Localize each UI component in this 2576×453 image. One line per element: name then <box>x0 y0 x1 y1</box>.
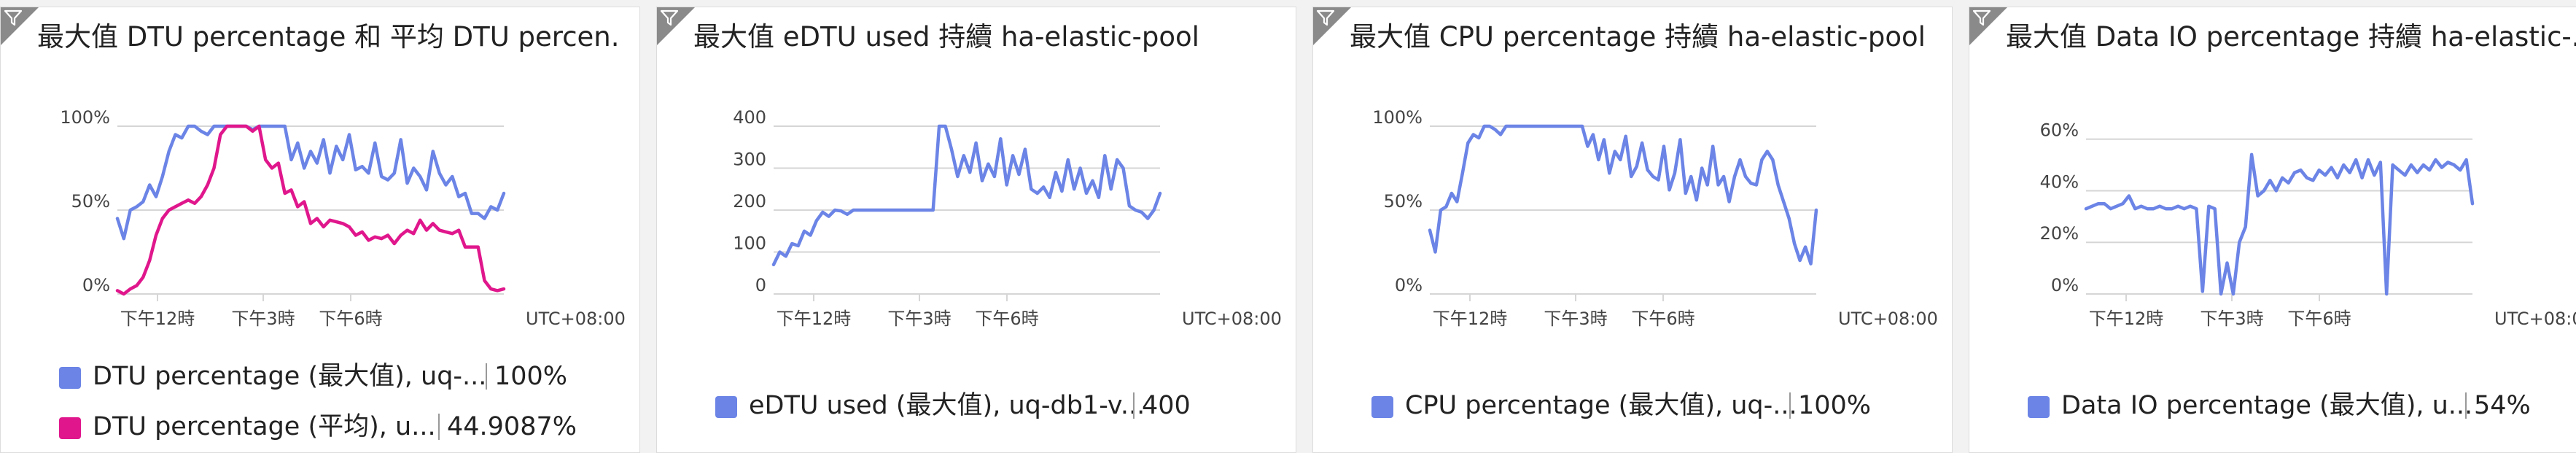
legend-divider <box>1133 392 1135 419</box>
x-tick-label: 下午3時 <box>2200 309 2263 329</box>
legend-item[interactable]: CPU percentage (最大值), uq-... 100% <box>1371 387 1937 425</box>
y-tick-label: 400 <box>733 107 766 128</box>
x-tick-label: 下午12時 <box>777 309 852 329</box>
legend-item[interactable]: DTU percentage (平均), u... 44.9087% <box>59 408 625 446</box>
legend-swatch <box>1371 396 1393 418</box>
x-tick-label: 下午6時 <box>975 309 1038 329</box>
y-tick-label: 60% <box>2040 120 2079 141</box>
filter-icon[interactable] <box>1316 9 1335 27</box>
x-tick-label: 下午12時 <box>120 309 195 329</box>
x-tick-label: 下午6時 <box>2287 309 2351 329</box>
metric-tile-dtu-percentage[interactable]: 最大值 DTU percentage 和 平均 DTU percen... 10… <box>0 7 640 453</box>
legend-label: eDTU used (最大值), uq-db1-v... <box>749 391 1145 420</box>
metric-tile-edtu-used[interactable]: 最大值 eDTU used 持續 ha-elastic-pool 400 300 2… <box>656 7 1296 453</box>
y-tick-label: 0% <box>1395 275 1423 295</box>
legend-divider <box>486 363 487 390</box>
series-line <box>115 124 506 296</box>
legend-divider <box>1789 392 1791 419</box>
y-tick-label: 20% <box>2040 223 2079 244</box>
series-line <box>1428 124 1818 266</box>
metric-tile-cpu-percentage[interactable]: 最大值 CPU percentage 持續 ha-elastic-pool 10… <box>1312 7 1953 453</box>
legend-swatch <box>59 367 81 389</box>
legend-value: 400 <box>1142 391 1191 420</box>
legend-swatch <box>59 417 81 439</box>
line-chart[interactable]: 100% 50% 0% 下午12時 下午3時 下午6時 UTC+08:00 <box>1313 86 1953 349</box>
legend-value: 100% <box>1798 391 1872 420</box>
y-tick-label: 100% <box>1372 107 1423 128</box>
series-line <box>2084 152 2475 296</box>
tile-title: 最大值 eDTU used 持續 ha-elastic-pool <box>693 21 1199 53</box>
x-tick-label: 下午6時 <box>319 309 382 329</box>
legend-label: CPU percentage (最大值), uq-... <box>1405 391 1797 420</box>
y-tick-label: 40% <box>2040 171 2079 192</box>
y-tick-label: 100% <box>60 107 110 128</box>
line-chart[interactable]: 100% 50% 0% 下午12時 下午3時 下午6時 UTC+08:00 <box>1 86 641 349</box>
y-tick-label: 0 <box>755 275 766 295</box>
filter-icon[interactable] <box>1972 9 1991 27</box>
timezone-label: UTC+08:00 <box>526 309 626 329</box>
x-tick-label: 下午3時 <box>231 309 295 329</box>
timezone-label: UTC+08:00 <box>2494 309 2576 329</box>
y-tick-label: 50% <box>71 191 110 212</box>
y-tick-label: 0% <box>2051 275 2079 295</box>
x-tick-label: 下午3時 <box>1544 309 1607 329</box>
line-chart[interactable]: 400 300 200 100 0 下午12時 下午3時 下午6時 UTC+08:00 <box>657 86 1297 349</box>
tile-title: 最大值 CPU percentage 持續 ha-elastic-pool <box>1350 21 1926 53</box>
timezone-label: UTC+08:00 <box>1838 309 1938 329</box>
line-chart[interactable]: 60% 40% 20% 0% 下午12時 下午3時 下午6時 UTC+08:00 <box>1969 86 2576 349</box>
legend-value: 100% <box>494 362 568 391</box>
legend-divider <box>2465 392 2467 419</box>
legend-label: DTU percentage (平均), u... <box>93 412 436 441</box>
legend-value: 44.9087% <box>447 412 577 441</box>
tile-title: 最大值 Data IO percentage 持續 ha-elastic-... <box>2006 21 2576 53</box>
timezone-label: UTC+08:00 <box>1182 309 1282 329</box>
series-line <box>115 124 506 241</box>
x-tick-label: 下午12時 <box>2089 309 2164 329</box>
series-line <box>771 124 1162 267</box>
filter-icon[interactable] <box>4 9 23 27</box>
legend-item[interactable]: Data IO percentage (最大值), u... 54% <box>2028 387 2576 425</box>
y-tick-label: 50% <box>1384 191 1423 212</box>
tile-title: 最大值 DTU percentage 和 平均 DTU percen... <box>37 21 618 53</box>
y-tick-label: 100 <box>733 233 766 254</box>
legend-swatch <box>2028 396 2050 418</box>
legend-item[interactable]: eDTU used (最大值), uq-db1-v... 400 <box>715 387 1281 425</box>
x-tick-label: 下午6時 <box>1631 309 1694 329</box>
y-tick-label: 0% <box>82 275 110 295</box>
y-tick-label: 300 <box>733 150 766 170</box>
filter-icon[interactable] <box>660 9 679 27</box>
legend-item[interactable]: DTU percentage (最大值), uq-... 100% <box>59 357 625 395</box>
x-tick-label: 下午12時 <box>1433 309 1508 329</box>
legend-divider <box>438 414 440 440</box>
legend-label: DTU percentage (最大值), uq-... <box>93 362 487 391</box>
x-tick-label: 下午3時 <box>887 309 951 329</box>
legend-swatch <box>715 396 737 418</box>
legend-value: 54% <box>2474 391 2531 420</box>
metric-tile-data-io-percentage[interactable]: 最大值 Data IO percentage 持續 ha-elastic-...… <box>1969 7 2576 453</box>
y-tick-label: 200 <box>733 191 766 212</box>
legend-label: Data IO percentage (最大值), u... <box>2061 391 2473 420</box>
